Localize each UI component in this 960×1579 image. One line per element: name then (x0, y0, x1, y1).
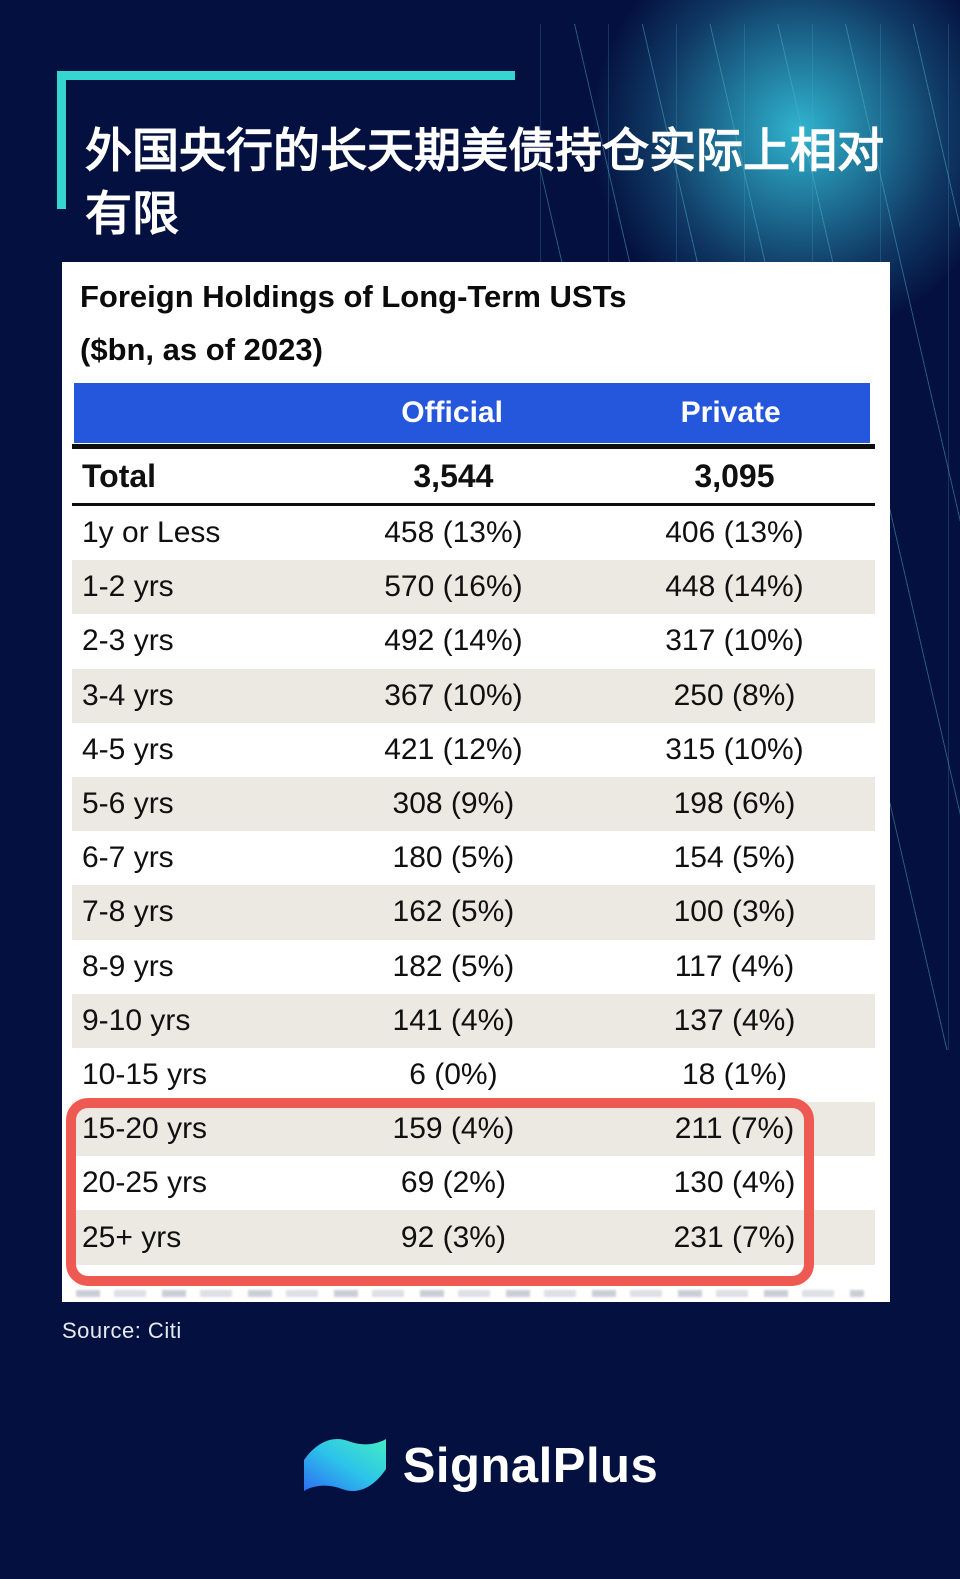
table-title-line1: Foreign Holdings of Long-Term USTs (80, 279, 627, 314)
table-row: 1y or Less 458 (13%) 406 (13%) (72, 506, 875, 560)
table-row: 7-8 yrs 162 (5%) 100 (3%) (72, 885, 875, 940)
table-row: 20-25 yrs 69 (2%) 130 (4%) (72, 1156, 875, 1210)
total-label: Total (82, 457, 157, 494)
table-title-line2: ($bn, as of 2023) (80, 332, 323, 367)
table-row: 4-5 yrs 421 (12%) 315 (10%) (72, 723, 875, 777)
row-private-value: 117 (4%) (674, 949, 795, 983)
row-private-value: 211 (7%) (674, 1112, 795, 1146)
row-private-value: 130 (4%) (673, 1166, 796, 1200)
column-header-private: Private (680, 396, 781, 429)
table-header-row: Official Private (74, 383, 870, 443)
table-row: 9-10 yrs 141 (4%) 137 (4%) (72, 993, 875, 1048)
row-private-value: 317 (10%) (665, 624, 804, 658)
row-official-value: 69 (2%) (400, 1166, 506, 1200)
table-row: 3-4 yrs 367 (10%) 250 (8%) (72, 668, 875, 723)
row-official-value: 180 (5%) (392, 841, 515, 875)
page-title-line2: 有限 (85, 187, 179, 241)
row-official-value: 367 (10%) (384, 678, 523, 712)
row-label: 1y or Less (82, 516, 221, 550)
row-label: 7-8 yrs (82, 895, 174, 929)
row-label: 3-4 yrs (82, 678, 174, 712)
row-label: 20-25 yrs (82, 1166, 208, 1200)
row-label: 15-20 yrs (82, 1112, 208, 1146)
table-body: 1y or Less 458 (13%) 406 (13%) 1-2 yrs 5… (72, 506, 875, 1265)
table-total-row: Total 3,544 3,095 (72, 444, 875, 506)
signalplus-logo-text: SignalPlus (402, 1439, 659, 1493)
row-official-value: 421 (12%) (384, 732, 523, 766)
table-row: 5-6 yrs 308 (9%) 198 (6%) (72, 776, 875, 832)
total-private-value: 3,095 (694, 457, 775, 494)
row-official-value: 308 (9%) (392, 787, 515, 821)
row-label: 25+ yrs (82, 1220, 182, 1254)
table-title: Foreign Holdings of Long-Term USTs ($bn,… (80, 270, 626, 376)
source-caption: Source: Citi (62, 1318, 182, 1343)
column-header-official: Official (401, 396, 503, 429)
signalplus-logo: SignalPlus (0, 1430, 960, 1502)
row-private-value: 18 (1%) (681, 1057, 787, 1091)
title-accent-bar-left (57, 71, 66, 209)
row-private-value: 406 (13%) (665, 516, 804, 550)
row-private-value: 137 (4%) (673, 1003, 796, 1037)
table-row: 2-3 yrs 492 (14%) 317 (10%) (72, 614, 875, 668)
row-official-value: 162 (5%) (392, 895, 515, 929)
signalplus-wave-icon (303, 1439, 386, 1491)
title-accent-bar-top (57, 71, 515, 80)
row-official-value: 458 (13%) (384, 516, 523, 550)
table-row: 6-7 yrs 180 (5%) 154 (5%) (72, 831, 875, 885)
row-label: 2-3 yrs (82, 624, 174, 658)
page-title: 外国央行的长天期美债持仓实际上相对 有限 (85, 119, 915, 245)
row-label: 6-7 yrs (82, 841, 174, 875)
row-private-value: 154 (5%) (673, 841, 796, 875)
table-row: 25+ yrs 92 (3%) 231 (7%) (72, 1210, 875, 1265)
table-row: 1-2 yrs 570 (16%) 448 (14%) (72, 560, 875, 615)
row-private-value: 448 (14%) (665, 570, 804, 604)
row-private-value: 250 (8%) (673, 678, 796, 712)
row-private-value: 231 (7%) (673, 1220, 796, 1254)
row-official-value: 92 (3%) (400, 1220, 506, 1254)
row-official-value: 159 (4%) (392, 1112, 515, 1146)
table-row: 15-20 yrs 159 (4%) 211 (7%) (72, 1102, 875, 1157)
row-private-value: 198 (6%) (673, 787, 796, 821)
row-official-value: 141 (4%) (392, 1003, 515, 1037)
row-label: 8-9 yrs (82, 949, 174, 983)
row-label: 4-5 yrs (82, 732, 174, 766)
table-row: 10-15 yrs 6 (0%) 18 (1%) (72, 1048, 875, 1102)
row-official-value: 6 (0%) (409, 1057, 498, 1091)
row-label: 9-10 yrs (82, 1003, 191, 1037)
row-label: 5-6 yrs (82, 787, 174, 821)
row-official-value: 570 (16%) (384, 570, 523, 604)
row-official-value: 182 (5%) (392, 949, 515, 983)
table-panel: Foreign Holdings of Long-Term USTs ($bn,… (62, 262, 890, 1302)
table-row: 8-9 yrs 182 (5%) 117 (4%) (72, 940, 875, 994)
page-title-line1: 外国央行的长天期美债持仓实际上相对 (85, 124, 884, 178)
cropped-footnote (76, 1290, 864, 1297)
row-official-value: 492 (14%) (384, 624, 523, 658)
row-private-value: 100 (3%) (673, 895, 796, 929)
row-label: 10-15 yrs (82, 1057, 208, 1091)
row-private-value: 315 (10%) (665, 732, 804, 766)
row-label: 1-2 yrs (82, 570, 174, 604)
total-official-value: 3,544 (413, 457, 494, 494)
